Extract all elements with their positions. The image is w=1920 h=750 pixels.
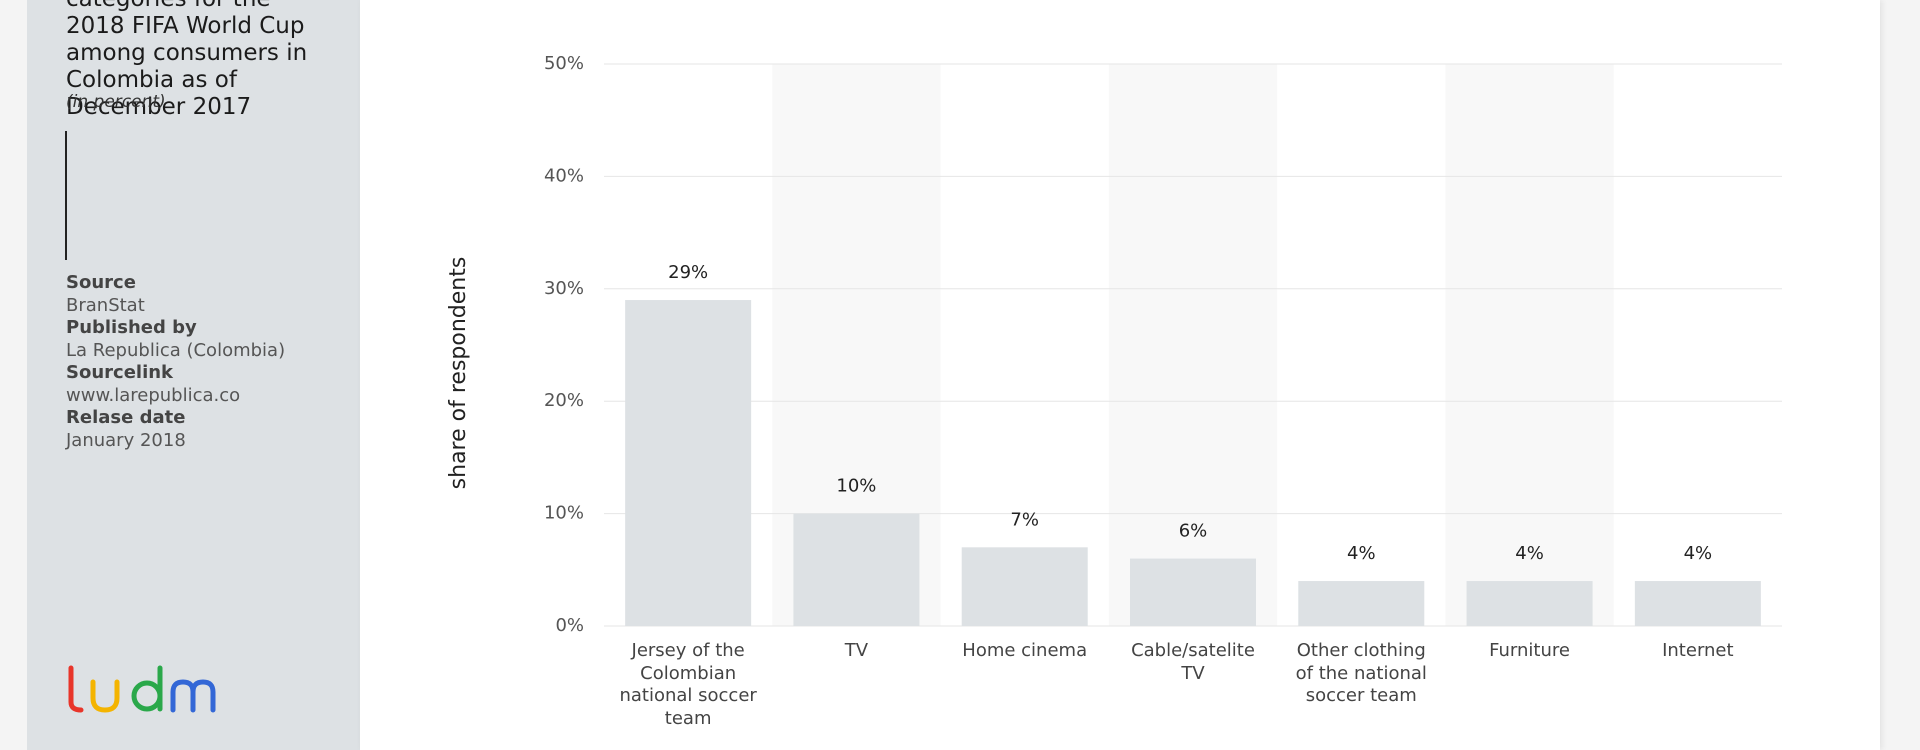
meta-value: January 2018 <box>66 429 186 451</box>
bar <box>1466 581 1593 626</box>
subtitle: (in percent) <box>66 92 166 112</box>
x-tick-label: TV <box>844 640 869 661</box>
divider <box>65 131 67 260</box>
value-label: 10% <box>836 476 876 497</box>
title: categories for the 2018 FIFA World Cup a… <box>66 0 308 120</box>
bar <box>1634 581 1761 626</box>
meta-value: La Republica (Colombia) <box>66 339 286 361</box>
x-tick-label: Jersey of the Colombian national soccer … <box>619 640 757 729</box>
bar <box>1298 581 1425 626</box>
value-label: 4% <box>1515 543 1544 564</box>
y-tick-label: 20% <box>544 390 584 411</box>
value-label: 7% <box>1010 509 1039 530</box>
bar <box>1130 558 1256 626</box>
meta: Source BranStat Published by La Republica (… <box>66 272 285 452</box>
meta-value: BranStat <box>66 294 145 316</box>
value-label: 4% <box>1684 543 1713 564</box>
meta-label: Relase date <box>66 407 186 428</box>
band-shading <box>772 64 1614 626</box>
y-tick-label: 10% <box>544 503 584 524</box>
y-tick-label: 0% <box>555 615 584 636</box>
meta-label: Source <box>66 272 136 293</box>
x-tick-label: Home cinema <box>962 640 1088 661</box>
meta-value: www.larepublica.co <box>66 384 241 406</box>
band <box>1108 64 1278 626</box>
x-tick-label: Other clothing of the national soccer te… <box>1295 640 1427 706</box>
y-tick-label: 40% <box>544 165 584 186</box>
x-tick-label: Cable/satelite TV <box>1131 640 1255 684</box>
y-tick-label: 50% <box>544 53 584 74</box>
logo <box>68 665 216 713</box>
value-label: 29% <box>668 262 708 283</box>
bar <box>793 513 920 626</box>
x-tick-label: Furniture <box>1489 640 1570 661</box>
value-label: 6% <box>1179 521 1208 542</box>
y-tick-label: 30% <box>544 278 584 299</box>
bar <box>625 300 752 626</box>
band <box>1445 64 1614 626</box>
y-axis-label: share of respondents <box>446 257 471 490</box>
bar <box>961 547 1088 626</box>
meta-label: Published by <box>66 317 197 338</box>
sidebar: categories for the 2018 FIFA World Cup a… <box>27 0 360 750</box>
value-label: 4% <box>1347 543 1376 564</box>
meta-label: Sourcelink <box>66 362 174 383</box>
x-tick-label: Internet <box>1662 640 1734 661</box>
